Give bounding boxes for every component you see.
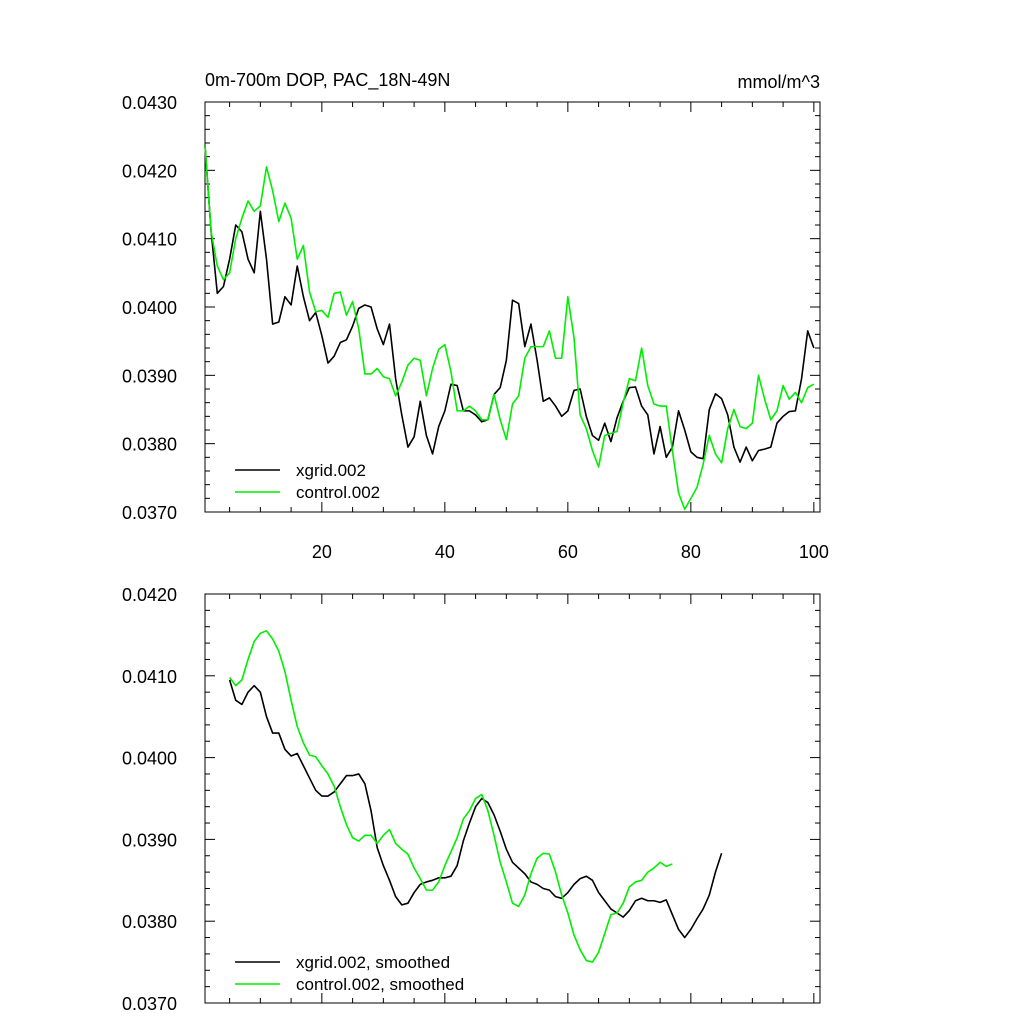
y-tick-label: 0.0400 [122,749,177,769]
y-tick-label: 0.0370 [122,994,177,1014]
bottom-legend: xgrid.002, smoothed control.002, smoothed [235,953,464,994]
y-tick-label: 0.0390 [122,830,177,850]
y-tick-label: 0.0410 [122,667,177,687]
y-tick-label: 0.0420 [122,161,177,181]
y-tick-label: 0.0400 [122,298,177,318]
top-chart-title: 0m-700m DOP, PAC_18N-49N [205,70,450,91]
top-units-label: mmol/m^3 [738,72,820,92]
top-y-ticks: 0.0370 0.0380 0.0390 0.0400 0.0410 0.0420 0.04… [122,93,820,523]
series-line-control [228,630,673,963]
bottom-series [228,630,723,963]
top-plot-frame [204,101,821,513]
series-line-control [204,145,815,511]
y-tick-label: 0.0380 [122,435,177,455]
bottom-plot-frame [204,593,821,1004]
legend-label: xgrid.002 [296,461,366,480]
x-tick-label: 60 [558,542,578,562]
top-legend: xgrid.002 control.002 [235,461,380,502]
bottom-y-ticks: 0.0370 0.0380 0.0390 0.0400 0.0410 0.0420 [122,585,820,1014]
y-tick-label: 0.0380 [122,912,177,932]
y-tick-label: 0.0370 [122,503,177,523]
x-tick-label: 100 [799,542,829,562]
bottom-x-ticks [229,594,815,1003]
y-tick-label: 0.0430 [122,93,177,113]
top-x-ticks: 20 40 60 80 100 [229,102,829,562]
y-tick-label: 0.0390 [122,366,177,386]
x-tick-label: 80 [681,542,701,562]
top-series [204,145,815,511]
x-tick-label: 20 [312,542,332,562]
y-tick-label: 0.0410 [122,230,177,250]
legend-label: control.002, smoothed [296,975,464,994]
x-tick-label: 40 [435,542,455,562]
legend-label: xgrid.002, smoothed [296,953,450,972]
bottom-panel: 0.0370 0.0380 0.0390 0.0400 0.0410 0.0420 xgr… [122,585,821,1014]
top-panel: 0.0370 0.0380 0.0390 0.0400 0.0410 0.0420 0.04… [122,70,829,562]
series-line-xgrid [204,145,815,463]
legend-label: control.002 [296,483,380,502]
series-line-xgrid [228,679,723,939]
y-tick-label: 0.0420 [122,585,177,605]
